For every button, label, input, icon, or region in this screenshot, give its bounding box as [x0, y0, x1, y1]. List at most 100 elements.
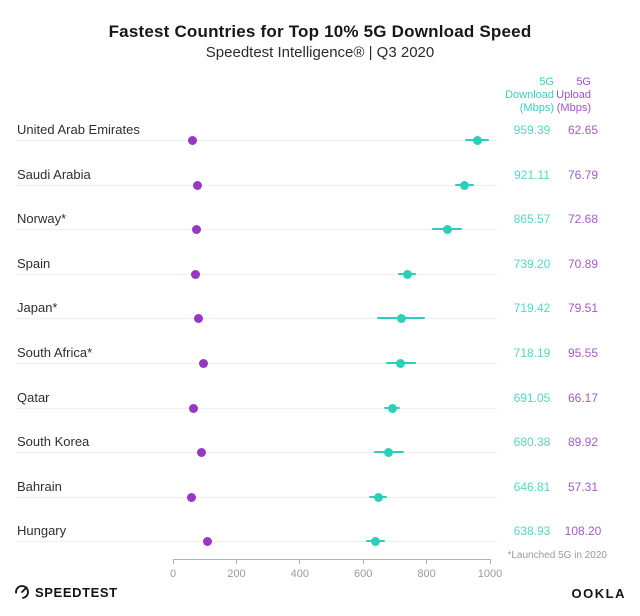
row-baseline: [16, 318, 497, 320]
country-label: Hungary: [17, 523, 67, 539]
country-row: Qatar 691.05 66.17: [0, 384, 640, 428]
country-label: Qatar: [17, 389, 50, 405]
upload-dot: [189, 403, 199, 413]
x-axis-tick: [172, 559, 174, 564]
download-value: 718.19: [513, 346, 551, 360]
country-row: Saudi Arabia 921.11 76.79: [0, 161, 640, 205]
country-label: Saudi Arabia: [17, 166, 91, 182]
upload-value: 76.79: [567, 167, 599, 182]
upload-value: 89.92: [567, 435, 599, 450]
upload-dot: [193, 314, 203, 324]
download-dot: [460, 180, 470, 190]
country-row: Norway* 865.57 72.68: [0, 205, 640, 249]
download-dot: [442, 225, 452, 235]
upload-header-line1: 5G: [576, 76, 591, 88]
country-label: South Africa*: [17, 345, 93, 360]
download-value: 646.81: [513, 479, 551, 494]
country-row: Bahrain 646.81 57.31: [0, 473, 640, 517]
upload-dot: [202, 537, 212, 547]
country-row: United Arab Emirates 959.39 62.65: [0, 116, 640, 160]
download-dot: [472, 136, 482, 145]
download-column-header: 5G Download (Mbps): [454, 76, 554, 115]
upload-value: 95.55: [567, 346, 599, 360]
upload-value: 70.89: [567, 256, 599, 271]
country-label: United Arab Emirates: [17, 122, 140, 137]
upload-dot: [188, 136, 198, 145]
upload-dot: [198, 359, 208, 368]
speedtest-logo: SPEEDTEST: [14, 584, 118, 600]
upload-dot: [186, 492, 196, 502]
x-axis-tick-label: 0: [169, 568, 177, 580]
upload-dot: [190, 269, 200, 279]
country-label: Japan*: [17, 300, 58, 316]
x-axis-line: [173, 559, 490, 560]
country-row: Spain 739.20 70.89: [0, 250, 640, 294]
chart-subtitle: Speedtest Intelligence® | Q3 2020: [205, 44, 435, 61]
upload-dot: [192, 180, 202, 190]
download-header-line2: Download: [505, 89, 554, 101]
upload-header-line2: Upload: [556, 89, 591, 101]
country-label: Norway*: [17, 211, 67, 227]
upload-value: 108.20: [564, 524, 602, 539]
country-label: South Korea: [17, 434, 90, 450]
upload-header-line3: (Mbps): [556, 102, 591, 114]
x-axis-tick: [299, 559, 301, 564]
x-axis-tick: [362, 559, 364, 564]
upload-value: 62.65: [567, 123, 599, 137]
row-baseline: [16, 363, 497, 364]
download-dot: [371, 537, 381, 547]
x-axis-tick-label: 400: [290, 568, 309, 580]
download-value: 719.42: [513, 301, 551, 316]
chart-title: Fastest Countries for Top 10% 5G Downloa…: [108, 22, 532, 41]
x-axis-tick: [235, 559, 237, 564]
country-row: Japan* 719.42 79.51: [0, 294, 640, 338]
download-value: 691.05: [513, 390, 551, 405]
download-header-line1: 5G: [539, 76, 554, 88]
country-row: South Africa* 718.19 95.55: [0, 339, 640, 383]
download-value: 638.93: [513, 524, 551, 539]
row-baseline: [16, 184, 497, 186]
download-value: 739.20: [513, 256, 551, 271]
upload-value: 79.51: [567, 301, 599, 316]
download-value: 865.57: [513, 212, 551, 227]
download-header-line3: (Mbps): [519, 102, 554, 114]
country-label: Bahrain: [17, 478, 62, 494]
speedtest-wordmark: SPEEDTEST: [35, 584, 118, 600]
download-dot: [384, 448, 394, 458]
download-dot: [373, 492, 383, 502]
row-baseline: [16, 541, 497, 543]
x-axis: 0 200 400 600 800 1000: [0, 559, 640, 589]
row-baseline: [16, 140, 497, 141]
upload-column-header: 5G Upload (Mbps): [491, 76, 591, 115]
upload-dot: [191, 225, 201, 235]
download-dot: [402, 269, 412, 279]
row-baseline: [16, 273, 497, 275]
download-value: 959.39: [513, 123, 551, 137]
download-value: 921.11: [514, 167, 550, 182]
row-baseline: [16, 452, 497, 454]
upload-value: 66.17: [567, 390, 599, 405]
row-baseline: [16, 229, 497, 231]
x-axis-tick-label: 600: [354, 568, 373, 580]
row-baseline: [16, 496, 497, 498]
country-label: Spain: [17, 255, 51, 271]
upload-value: 57.31: [567, 479, 599, 494]
x-axis-tick-label: 200: [227, 568, 246, 580]
download-value: 680.38: [513, 435, 551, 450]
x-axis-tick: [426, 559, 428, 564]
download-dot: [387, 403, 397, 413]
x-axis-tick-label: 800: [417, 568, 436, 580]
speedtest-gauge-icon: [15, 585, 29, 599]
x-axis-tick: [489, 559, 491, 564]
footnote: *Launched 5G in 2020: [507, 550, 607, 561]
x-axis-tick-label: 1000: [477, 568, 503, 580]
download-dot: [396, 314, 406, 324]
upload-value: 72.68: [567, 212, 599, 227]
row-baseline: [16, 407, 497, 409]
upload-dot: [197, 448, 206, 458]
ookla-logo: OOKLA: [571, 586, 626, 601]
country-row: South Korea 680.38 89.92: [0, 428, 640, 472]
country-row: Hungary 638.93 108.20: [0, 517, 640, 561]
download-dot: [396, 359, 406, 368]
